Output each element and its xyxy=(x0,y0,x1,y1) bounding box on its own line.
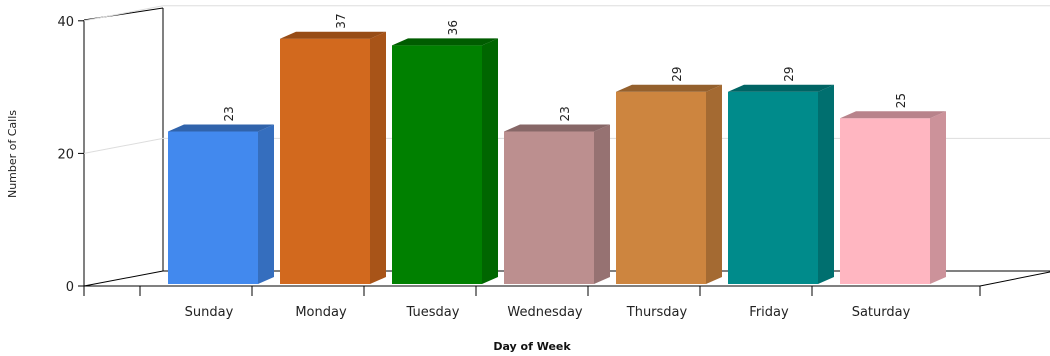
data-label: 25 xyxy=(894,93,908,108)
bar-front-face xyxy=(728,91,818,284)
bar-front-face xyxy=(168,131,258,284)
bar-top-face xyxy=(392,38,498,46)
bar-top-face xyxy=(504,124,610,132)
y-axis-title: Number of Calls xyxy=(6,110,19,198)
y-tick-label: 40 xyxy=(57,15,74,30)
bar-thursday xyxy=(616,84,722,284)
data-label: 29 xyxy=(782,66,796,81)
x-axis-ticks: Sunday Monday Tuesday Wednesday Thursday Frid… xyxy=(83,286,981,320)
bar-front-face xyxy=(392,45,482,284)
data-label: 23 xyxy=(222,106,236,121)
bar-top-face xyxy=(280,31,386,39)
y-axis-ticks: 0 20 40 xyxy=(57,15,84,295)
x-tick-label: Wednesday xyxy=(507,305,583,320)
bar-side-face xyxy=(370,31,386,284)
gridline-side xyxy=(83,137,164,154)
bar-top-face xyxy=(840,111,946,119)
data-label: 37 xyxy=(334,13,348,28)
bar-front-face xyxy=(504,131,594,284)
bar-front-face xyxy=(840,118,930,284)
bar-top-face xyxy=(168,124,274,132)
bar-side-face xyxy=(706,84,722,284)
bar-side-face xyxy=(818,84,834,284)
data-label: 29 xyxy=(670,66,684,81)
floor-left-edge xyxy=(83,270,164,287)
x-tick-label: Saturday xyxy=(852,305,911,320)
bar-front-face xyxy=(280,38,370,284)
gridline-side xyxy=(83,5,164,22)
y-tick-label: 20 xyxy=(57,147,74,162)
x-axis-title: Day of Week xyxy=(493,340,571,353)
x-tick-label: Sunday xyxy=(185,305,234,320)
x-tick-label: Thursday xyxy=(626,305,688,320)
bars: 23 37 36 23 29 29 25 xyxy=(168,13,946,284)
floor-right-edge xyxy=(979,271,1050,287)
y-tick-label: 0 xyxy=(66,280,74,295)
bar-top-face xyxy=(728,84,834,92)
bar-side-face xyxy=(594,124,610,284)
bar-friday xyxy=(728,84,834,284)
bar-top-face xyxy=(616,84,722,92)
bar-side-face xyxy=(930,111,946,284)
bar-tuesday xyxy=(392,38,498,284)
x-tick-label: Friday xyxy=(749,305,789,320)
bar-monday xyxy=(280,31,386,284)
bar-sunday xyxy=(168,124,274,284)
bar-saturday xyxy=(840,111,946,284)
data-label: 36 xyxy=(446,20,460,35)
x-tick-label: Monday xyxy=(295,305,347,320)
bar-front-face xyxy=(616,91,706,284)
data-label: 23 xyxy=(558,106,572,121)
bar-wednesday xyxy=(504,124,610,284)
bar-side-face xyxy=(258,124,274,284)
x-tick-label: Tuesday xyxy=(406,305,460,320)
bar-side-face xyxy=(482,38,498,284)
